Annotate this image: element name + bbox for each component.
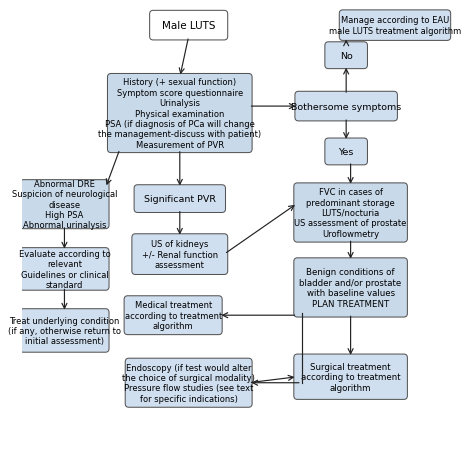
Text: Surgical treatment
according to treatment
algorithm: Surgical treatment according to treatmen… (301, 362, 401, 392)
Text: Manage according to EAU
male LUTS treatment algorithm: Manage according to EAU male LUTS treatm… (329, 16, 461, 36)
Text: FVC in cases of
predominant storage
LUTS/nocturia
US assessment of prostate
Urof: FVC in cases of predominant storage LUTS… (294, 188, 407, 238)
FancyBboxPatch shape (294, 354, 407, 400)
FancyBboxPatch shape (20, 309, 109, 352)
FancyBboxPatch shape (295, 92, 397, 122)
Text: Abnormal DRE
Suspicion of neurological
disease
High PSA
Abnormal urinalysis: Abnormal DRE Suspicion of neurological d… (12, 180, 117, 230)
Text: Benign conditions of
bladder and/or prostate
with baseline values
PLAN TREATMENT: Benign conditions of bladder and/or pros… (300, 268, 402, 308)
FancyBboxPatch shape (108, 75, 252, 153)
FancyBboxPatch shape (20, 248, 109, 291)
FancyBboxPatch shape (124, 296, 222, 335)
FancyBboxPatch shape (134, 185, 226, 213)
FancyBboxPatch shape (339, 11, 451, 41)
FancyBboxPatch shape (325, 139, 367, 165)
FancyBboxPatch shape (20, 180, 109, 229)
Text: History (+ sexual function)
Symptom score questionnaire
Urinalysis
Physical exam: History (+ sexual function) Symptom scor… (98, 78, 261, 150)
Text: Evaluate according to
relevant
Guidelines or clinical
standard: Evaluate according to relevant Guideline… (18, 249, 110, 289)
Text: No: No (340, 51, 353, 61)
Text: Medical treatment
according to treatment
algorithm: Medical treatment according to treatment… (125, 300, 222, 331)
Text: Treat underlying condition
(if any, otherwise return to
initial assessment): Treat underlying condition (if any, othe… (8, 316, 121, 345)
FancyBboxPatch shape (294, 183, 407, 243)
FancyBboxPatch shape (150, 11, 228, 41)
FancyBboxPatch shape (294, 258, 407, 317)
Text: Bothersome symptoms: Bothersome symptoms (291, 102, 401, 112)
Text: Significant PVR: Significant PVR (144, 195, 216, 204)
FancyBboxPatch shape (125, 358, 252, 407)
Text: Endoscopy (if test would alter
the choice of surgical modality)
Pressure flow st: Endoscopy (if test would alter the choic… (122, 363, 255, 403)
Text: Yes: Yes (338, 148, 354, 156)
Text: US of kidneys
+/- Renal function
assessment: US of kidneys +/- Renal function assessm… (142, 240, 218, 269)
FancyBboxPatch shape (132, 234, 228, 275)
Text: Male LUTS: Male LUTS (162, 21, 215, 31)
FancyBboxPatch shape (325, 43, 367, 69)
